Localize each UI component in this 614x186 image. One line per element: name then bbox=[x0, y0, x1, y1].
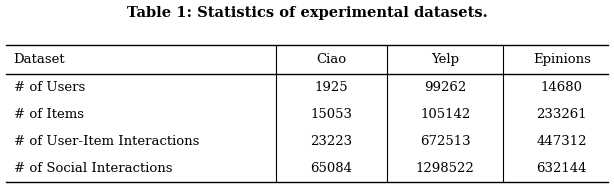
Text: 99262: 99262 bbox=[424, 81, 466, 94]
Text: Table 1: Statistics of experimental datasets.: Table 1: Statistics of experimental data… bbox=[126, 6, 488, 20]
Text: 14680: 14680 bbox=[541, 81, 583, 94]
Text: 15053: 15053 bbox=[311, 108, 352, 121]
Text: 233261: 233261 bbox=[537, 108, 587, 121]
Text: 447312: 447312 bbox=[537, 135, 587, 148]
Text: # of Items: # of Items bbox=[14, 108, 84, 121]
Text: Dataset: Dataset bbox=[14, 53, 65, 66]
Text: Ciao: Ciao bbox=[316, 53, 347, 66]
Text: # of Social Interactions: # of Social Interactions bbox=[14, 162, 172, 175]
Text: 672513: 672513 bbox=[420, 135, 470, 148]
Text: Epinions: Epinions bbox=[533, 53, 591, 66]
Text: 23223: 23223 bbox=[311, 135, 352, 148]
Text: 105142: 105142 bbox=[420, 108, 470, 121]
Text: 632144: 632144 bbox=[537, 162, 587, 175]
Text: 65084: 65084 bbox=[311, 162, 352, 175]
Text: 1925: 1925 bbox=[315, 81, 348, 94]
Text: 1298522: 1298522 bbox=[416, 162, 475, 175]
Text: Yelp: Yelp bbox=[431, 53, 459, 66]
Text: # of Users: # of Users bbox=[14, 81, 85, 94]
Text: # of User-Item Interactions: # of User-Item Interactions bbox=[14, 135, 199, 148]
